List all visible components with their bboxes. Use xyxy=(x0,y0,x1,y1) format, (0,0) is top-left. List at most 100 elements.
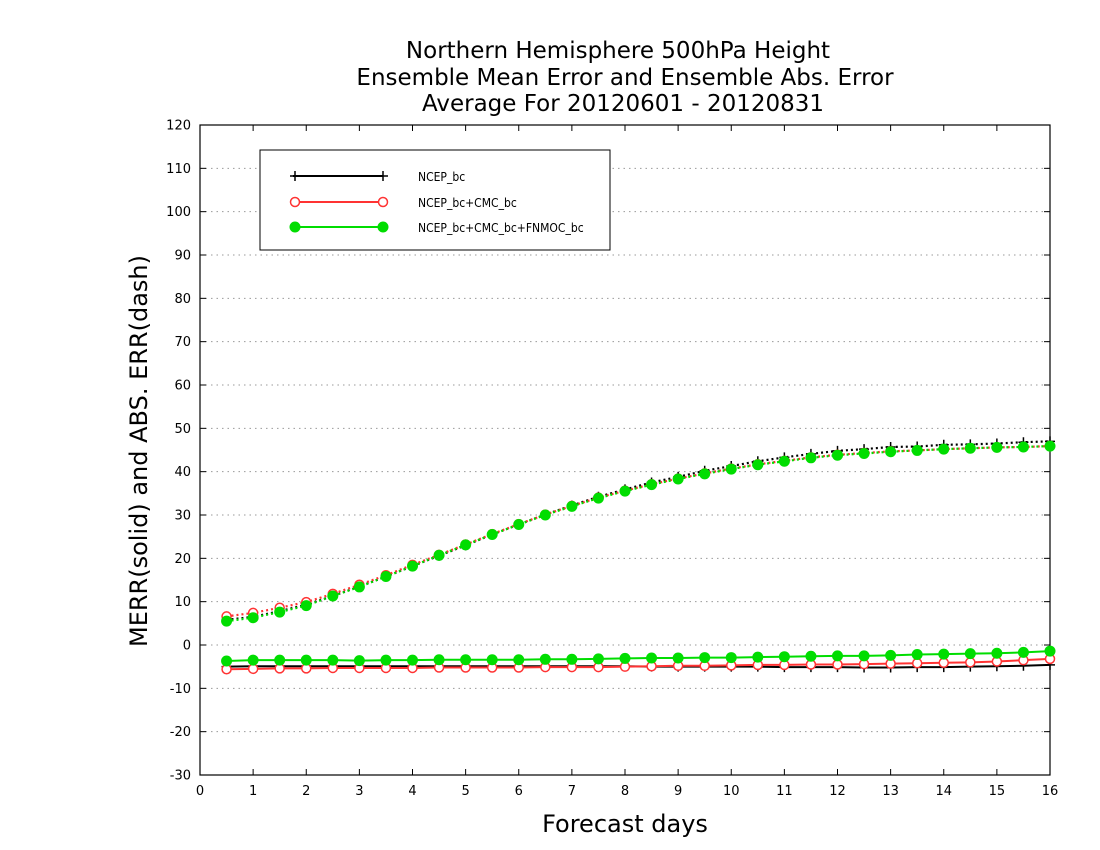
merr-point xyxy=(1044,645,1056,657)
abs-err-point xyxy=(991,441,1003,453)
legend-marker xyxy=(289,221,301,233)
chart-title-line-3: Average For 20120601 - 20120831 xyxy=(422,91,824,117)
abs-err-point xyxy=(247,612,259,624)
abs-err-point xyxy=(274,606,286,618)
abs-err-point xyxy=(221,615,233,627)
abs-err-point xyxy=(699,468,711,480)
abs-err-point xyxy=(460,539,472,551)
merr-line xyxy=(226,650,1051,663)
legend-marker xyxy=(377,196,389,208)
x-tick-label: 0 xyxy=(196,784,204,799)
merr-point xyxy=(247,663,259,675)
y-tick-label: 10 xyxy=(174,595,191,610)
abs-err-line xyxy=(226,440,1051,621)
merr-point xyxy=(460,654,472,666)
abs-err-point xyxy=(725,463,737,475)
x-axis-title: Forecast days xyxy=(542,810,708,838)
abs-err-point xyxy=(486,529,498,540)
merr-point xyxy=(566,653,578,665)
abs-err-point xyxy=(832,449,843,461)
legend-marker xyxy=(377,221,389,233)
legend-marker xyxy=(290,171,300,181)
abs-err-point xyxy=(778,455,790,467)
abs-err-line xyxy=(226,445,1051,623)
merr-point xyxy=(592,653,604,665)
merr-point xyxy=(832,650,843,662)
series-2 xyxy=(221,440,1056,667)
x-tick-label: 7 xyxy=(568,784,576,799)
merr-point xyxy=(965,657,976,668)
abs-err-point xyxy=(858,447,870,459)
series-layer xyxy=(221,436,1056,675)
abs-err-point xyxy=(1017,441,1029,453)
merr-point xyxy=(911,657,923,669)
x-tick-label: 10 xyxy=(723,784,740,799)
y-tick-label: 80 xyxy=(174,292,191,307)
abs-err-point xyxy=(539,509,551,521)
abs-err-point xyxy=(938,443,950,455)
y-axis-title: MERR(solid) and ABS. ERR(dash) xyxy=(125,255,153,647)
merr-point xyxy=(991,647,1003,659)
x-tick-label: 11 xyxy=(776,784,793,799)
legend-box xyxy=(259,149,611,251)
merr-point xyxy=(247,654,259,666)
y-tick-label: 60 xyxy=(174,379,191,394)
legend-label: NCEP_bc+CMC_bc xyxy=(418,196,517,210)
y-tick-label: -30 xyxy=(170,769,191,784)
abs-err-point xyxy=(964,442,976,454)
y-tick-label: 110 xyxy=(166,162,191,177)
abs-err-point xyxy=(1044,440,1056,452)
legend-items: NCEP_bc NCEP_bc+CMC_bc NCEP_bc+CMC_bc+FNMO… xyxy=(289,170,584,235)
abs-err-point xyxy=(433,549,445,561)
y-tick-label: 90 xyxy=(174,249,191,264)
y-tick-label: 70 xyxy=(174,335,191,350)
merr-point xyxy=(274,654,286,666)
legend: NCEP_bc NCEP_bc+CMC_bc NCEP_bc+CMC_bc+FNMO… xyxy=(259,149,611,251)
y-tick-label: 20 xyxy=(174,552,191,567)
merr-point xyxy=(513,654,525,666)
abs-err-point xyxy=(592,492,604,504)
x-tick-label: 13 xyxy=(882,784,899,799)
x-tick-label: 1 xyxy=(249,784,257,799)
merr-point xyxy=(672,652,684,664)
legend-label: NCEP_bc xyxy=(418,170,465,184)
merr-point xyxy=(619,652,631,664)
abs-err-point xyxy=(619,485,631,497)
x-tick-label: 4 xyxy=(408,784,416,799)
y-tick-label: 100 xyxy=(166,205,191,220)
abs-err-point xyxy=(353,581,365,593)
abs-err-point xyxy=(513,519,525,531)
legend-label: NCEP_bc+CMC_bc+FNMOC_bc xyxy=(418,221,584,235)
merr-point xyxy=(407,654,418,666)
merr-point xyxy=(486,654,498,666)
merr-point xyxy=(805,650,817,662)
merr-point xyxy=(433,654,445,666)
merr-point xyxy=(885,649,897,661)
x-tick-label: 3 xyxy=(355,784,363,799)
y-tick-label: 0 xyxy=(183,639,191,654)
merr-point xyxy=(752,651,764,663)
abs-err-point xyxy=(566,500,578,512)
merr-point xyxy=(858,650,870,662)
chart-title-line-2: Ensemble Mean Error and Ensemble Abs. Er… xyxy=(356,65,894,91)
series-1 xyxy=(221,440,1056,675)
y-tick-label: 40 xyxy=(174,465,191,480)
x-tick-label: 12 xyxy=(829,784,846,799)
abs-err-point xyxy=(380,571,392,583)
y-tick-label: 50 xyxy=(174,422,191,437)
x-tick-label: 6 xyxy=(515,784,523,799)
abs-err-point xyxy=(672,473,684,485)
abs-err-point xyxy=(646,479,658,491)
abs-err-point xyxy=(300,600,312,612)
y-tick-label: 30 xyxy=(174,509,191,524)
merr-point xyxy=(725,652,737,664)
x-tick-label: 2 xyxy=(302,784,310,799)
merr-point xyxy=(539,653,551,665)
x-tick-label: 9 xyxy=(674,784,682,799)
x-tick-label: 5 xyxy=(461,784,469,799)
abs-err-point xyxy=(911,444,923,456)
x-tick-label: 16 xyxy=(1042,784,1059,799)
